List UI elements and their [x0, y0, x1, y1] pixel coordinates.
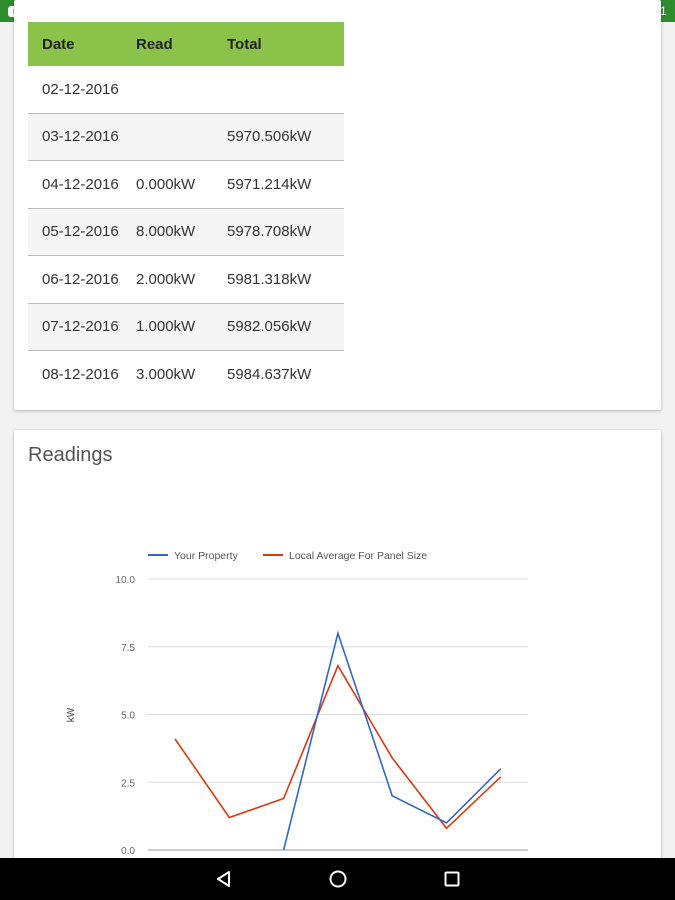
home-button[interactable] [324, 865, 352, 893]
legend-label: Your Property [174, 550, 239, 562]
home-icon [329, 870, 346, 888]
series-line-local-average [174, 663, 502, 830]
readings-table-card: Date Read Total 02-12-2016 03-12-2016 59… [14, 0, 661, 410]
cell-date: 08-12-2016 [42, 366, 119, 384]
readings-chart: 0.0 2.5 5.0 7.5 10.0 kW Your Property Local Ave… [66, 550, 528, 857]
y-tick-label: 7.5 [121, 643, 135, 654]
recents-icon [444, 871, 459, 887]
table-row: 07-12-2016 1.000kW 5982.056kW [28, 303, 344, 351]
header-total: Total [227, 35, 262, 53]
table-row: 08-12-2016 3.000kW 5984.637kW [28, 351, 344, 399]
cell-total: 5984.637kW [227, 366, 312, 384]
y-axis-label: kW [66, 707, 77, 722]
y-tick-label: 2.5 [121, 778, 135, 789]
readings-title: Readings [28, 444, 113, 466]
back-button[interactable] [210, 865, 238, 893]
cell-total: 5981.318kW [227, 270, 312, 288]
readings-table: Date Read Total 02-12-2016 03-12-2016 59… [28, 22, 344, 399]
header-read: Read [136, 35, 173, 53]
cell-date: 07-12-2016 [42, 318, 119, 336]
legend-label: Local Average For Panel Size [289, 550, 427, 562]
y-tick-label: 5.0 [121, 711, 135, 722]
table-row: 03-12-2016 5970.506kW [28, 113, 344, 161]
cell-date: 04-12-2016 [42, 175, 119, 193]
table-row: 05-12-2016 8.000kW 5978.708kW [28, 208, 344, 256]
readings-chart-card: Readings 0.0 2.5 5.0 7.5 10.0 kW Your Property… [14, 430, 661, 900]
series-line-your-property [282, 630, 502, 851]
cell-read: 3.000kW [136, 366, 196, 384]
cell-read: 2.000kW [136, 270, 196, 288]
cell-read: 0.000kW [136, 175, 196, 193]
cell-total: 5978.708kW [227, 223, 312, 241]
cell-read: 1.000kW [136, 318, 196, 336]
cell-date: 06-12-2016 [42, 270, 119, 288]
back-icon [216, 871, 230, 887]
table-header: Date Read Total [28, 22, 344, 66]
cell-total: 5982.056kW [227, 318, 312, 336]
table-body: 02-12-2016 03-12-2016 5970.506kW 04-12-2… [28, 66, 344, 399]
cell-total: 5971.214kW [227, 175, 312, 193]
table-row: 06-12-2016 2.000kW 5981.318kW [28, 256, 344, 304]
cell-read: 8.000kW [136, 223, 196, 241]
cell-date: 03-12-2016 [42, 128, 119, 146]
header-date: Date [42, 35, 75, 53]
navigation-bar [0, 858, 675, 900]
recents-button[interactable] [438, 865, 466, 893]
y-tick-label: 10.0 [116, 575, 136, 586]
cell-date: 02-12-2016 [42, 80, 119, 98]
cell-total: 5970.506kW [227, 128, 312, 146]
cell-date: 05-12-2016 [42, 223, 119, 241]
table-row: 02-12-2016 [28, 66, 344, 114]
y-tick-label: 0.0 [121, 846, 135, 857]
table-row: 04-12-2016 0.000kW 5971.214kW [28, 161, 344, 209]
